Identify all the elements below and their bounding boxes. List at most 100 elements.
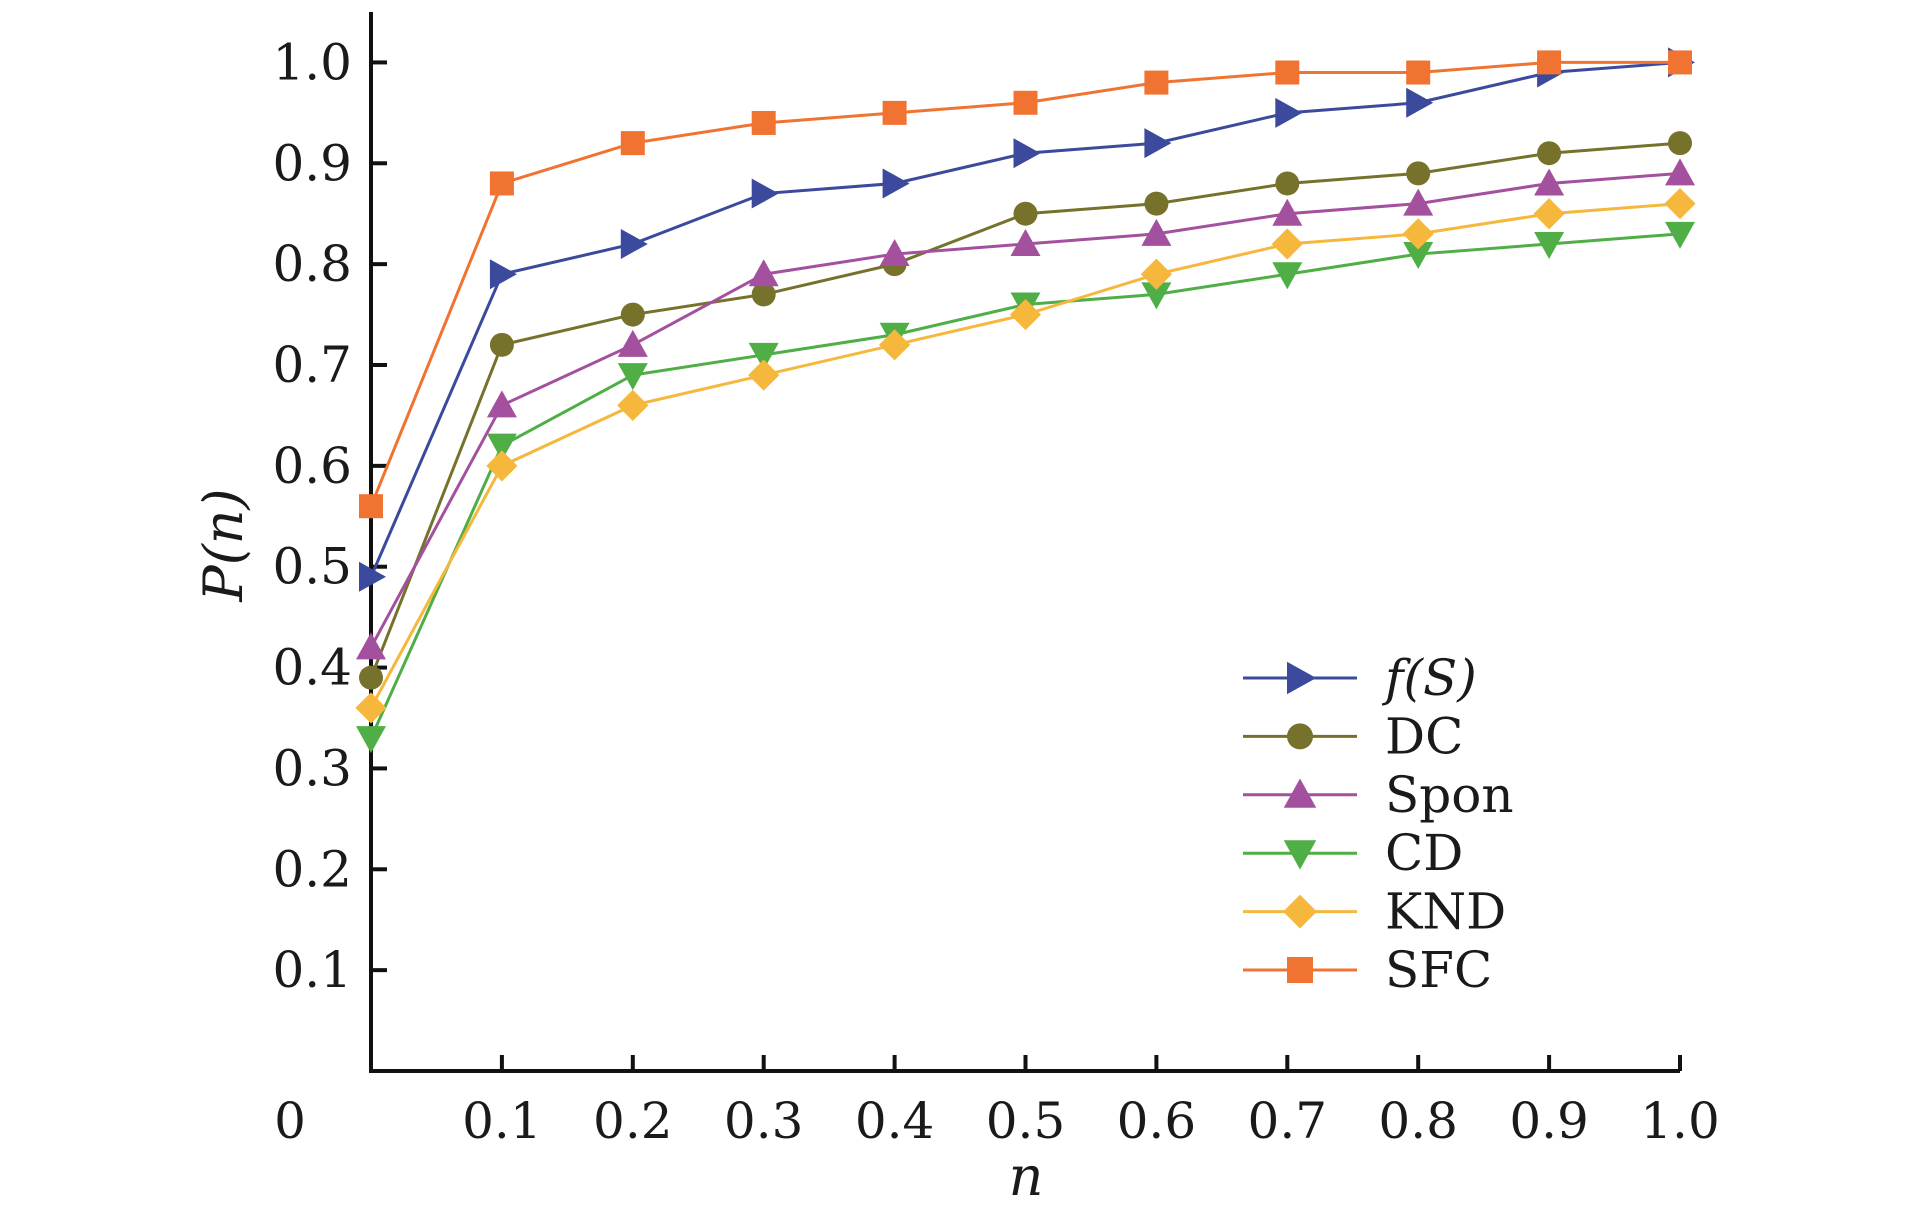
series-knd bbox=[355, 188, 1696, 724]
data-point bbox=[1010, 228, 1041, 256]
series-group bbox=[355, 47, 1696, 754]
data-point bbox=[620, 302, 645, 327]
data-point bbox=[359, 494, 383, 519]
data-point bbox=[1403, 188, 1434, 216]
y-tick-label: 0.9 bbox=[272, 134, 352, 192]
data-point bbox=[748, 259, 779, 287]
y-tick-label: 0.5 bbox=[272, 538, 352, 596]
legend-item: SFC bbox=[1243, 941, 1492, 999]
data-point bbox=[751, 178, 779, 209]
legend-label: DC bbox=[1385, 707, 1463, 765]
data-point bbox=[1406, 161, 1431, 186]
data-point bbox=[1403, 242, 1434, 270]
legend-item: Spon bbox=[1243, 766, 1514, 824]
data-point bbox=[748, 359, 780, 391]
series-spon bbox=[356, 158, 1695, 660]
data-point bbox=[489, 171, 514, 196]
data-point bbox=[359, 561, 386, 592]
data-point bbox=[882, 100, 907, 125]
y-tick-label: 0.4 bbox=[272, 639, 352, 697]
data-point bbox=[617, 363, 648, 391]
x-tick-label: 0.7 bbox=[1248, 1092, 1328, 1150]
y-tick-label: 0.3 bbox=[272, 739, 352, 797]
data-point bbox=[1534, 231, 1565, 259]
legend-label: KND bbox=[1385, 883, 1506, 941]
data-point bbox=[1402, 218, 1434, 250]
tick-labels: 0.1 0.2 0.3 0.4 0.5 0.6 0.7 0.8 0.9 1.0 0.1 0.2 0.3 0… bbox=[272, 33, 1719, 1150]
data-point bbox=[1140, 258, 1172, 290]
legend-label: SFC bbox=[1385, 941, 1492, 999]
series-sfc bbox=[359, 50, 1692, 519]
legend-marker bbox=[1287, 723, 1313, 750]
legend-item: KND bbox=[1243, 883, 1506, 941]
x-tick-label: 0.8 bbox=[1378, 1092, 1458, 1150]
x-tick-label: 0.9 bbox=[1509, 1092, 1589, 1150]
data-point bbox=[751, 282, 776, 307]
series-line bbox=[369, 202, 1681, 709]
data-point bbox=[620, 131, 645, 156]
data-point bbox=[356, 632, 386, 660]
data-point bbox=[486, 433, 517, 461]
data-point bbox=[620, 228, 648, 259]
legend-marker bbox=[1283, 778, 1317, 808]
legend-label: CD bbox=[1385, 824, 1463, 882]
y-tick-label: 0.1 bbox=[272, 941, 352, 999]
data-point bbox=[1537, 50, 1562, 75]
data-point bbox=[359, 665, 383, 690]
data-point bbox=[1275, 97, 1303, 128]
x-tick-label: 0.5 bbox=[986, 1092, 1066, 1150]
data-point bbox=[1013, 201, 1038, 226]
legend-label: Spon bbox=[1385, 766, 1514, 824]
data-point bbox=[617, 329, 648, 357]
series-line bbox=[369, 60, 1680, 507]
x-axis-label: n bbox=[1009, 1145, 1044, 1205]
legend-marker bbox=[1283, 840, 1317, 870]
x-tick-label: 1.0 bbox=[1640, 1092, 1720, 1150]
y-tick-label: 0.8 bbox=[272, 235, 352, 293]
data-point bbox=[489, 259, 517, 290]
legend-item: DC bbox=[1243, 707, 1463, 765]
data-point bbox=[1664, 188, 1696, 220]
data-point bbox=[1665, 221, 1695, 249]
y-tick-label: 0.6 bbox=[272, 437, 352, 495]
x-tick-label: 0.2 bbox=[593, 1092, 673, 1150]
y-tick-label: 0.2 bbox=[272, 840, 352, 898]
data-point bbox=[1013, 90, 1038, 115]
series-dc bbox=[359, 131, 1692, 690]
data-point bbox=[1144, 128, 1172, 159]
data-point bbox=[486, 390, 517, 418]
data-point bbox=[1141, 218, 1172, 246]
y-tick-label: 0.7 bbox=[272, 336, 352, 394]
data-point bbox=[1533, 198, 1565, 230]
data-point bbox=[356, 726, 386, 754]
data-point bbox=[751, 110, 776, 135]
x-tick-label: 0.6 bbox=[1117, 1092, 1197, 1150]
data-point bbox=[1406, 87, 1434, 118]
data-point bbox=[1665, 158, 1695, 186]
data-point bbox=[486, 450, 518, 482]
data-point bbox=[1271, 228, 1303, 260]
data-point bbox=[1144, 70, 1169, 95]
legend-item: f(S) bbox=[1243, 649, 1477, 707]
data-point bbox=[1272, 198, 1303, 226]
data-point bbox=[748, 342, 779, 370]
data-point bbox=[1272, 262, 1303, 290]
y-tick-label: 1.0 bbox=[272, 33, 352, 91]
data-point bbox=[1013, 138, 1041, 169]
data-point bbox=[1668, 50, 1692, 75]
data-point bbox=[355, 692, 387, 724]
x-tick-label: 0.4 bbox=[855, 1092, 935, 1150]
legend-marker bbox=[1287, 661, 1317, 695]
data-point bbox=[1534, 168, 1565, 196]
y-axis-label: P(n) bbox=[192, 488, 255, 602]
data-point bbox=[1144, 191, 1169, 216]
x-tick-label: 0.3 bbox=[724, 1092, 804, 1150]
data-point bbox=[1275, 171, 1300, 196]
data-point bbox=[1537, 141, 1562, 166]
data-point bbox=[617, 389, 649, 421]
legend-item: CD bbox=[1243, 824, 1463, 882]
data-point bbox=[879, 239, 910, 267]
data-point bbox=[1141, 282, 1172, 310]
data-point bbox=[1275, 60, 1300, 85]
